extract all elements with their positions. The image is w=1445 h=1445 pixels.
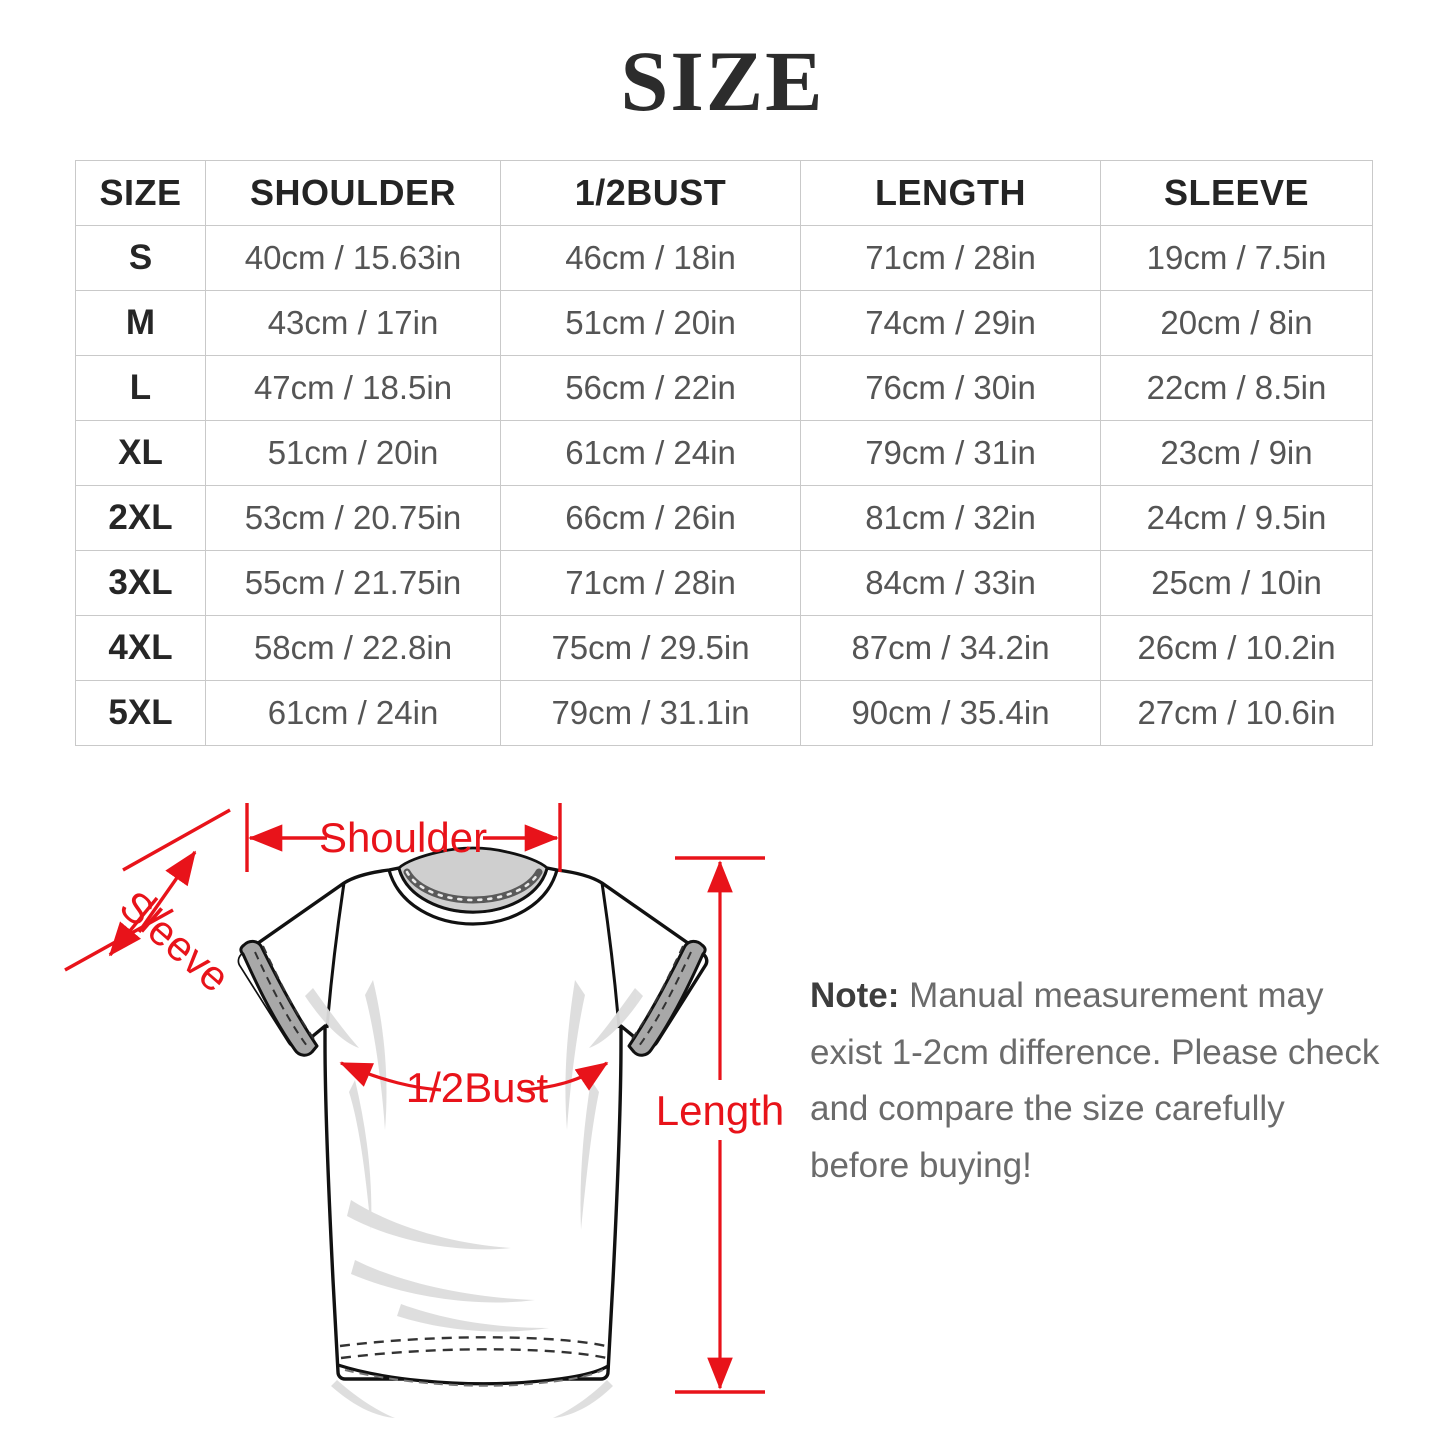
- cell-sleeve: 23cm / 9in: [1100, 420, 1373, 486]
- cell-size: S: [75, 225, 206, 291]
- tshirt-measurement-diagram: Shoulder Sleeve 1/2Bust Length: [55, 780, 815, 1420]
- note-text: Manual measurement may exist 1-2cm diffe…: [810, 976, 1380, 1186]
- annotation-label-shoulder: Shoulder: [319, 814, 487, 861]
- table-header-row: SIZE SHOULDER 1/2BUST LENGTH SLEEVE: [75, 160, 1373, 226]
- annotation-sleeve: Sleeve: [64, 808, 239, 1001]
- annotation-label-sleeve: Sleeve: [111, 881, 239, 1001]
- cell-bust: 75cm / 29.5in: [500, 615, 801, 681]
- table-row: 2XL 53cm / 20.75in 66cm / 26in 81cm / 32…: [75, 485, 1373, 551]
- cell-length: 79cm / 31in: [800, 420, 1101, 486]
- table-row: S 40cm / 15.63in 46cm / 18in 71cm / 28in…: [75, 225, 1373, 291]
- cell-sleeve: 25cm / 10in: [1100, 550, 1373, 616]
- cell-shoulder: 55cm / 21.75in: [205, 550, 501, 616]
- cell-length: 90cm / 35.4in: [800, 680, 1101, 746]
- cell-shoulder: 51cm / 20in: [205, 420, 501, 486]
- annotation-label-half-bust: 1/2Bust: [406, 1064, 549, 1111]
- table-row: 3XL 55cm / 21.75in 71cm / 28in 84cm / 33…: [75, 550, 1373, 616]
- size-chart-table: SIZE SHOULDER 1/2BUST LENGTH SLEEVE S 40…: [75, 160, 1373, 746]
- cell-size: 2XL: [75, 485, 206, 551]
- note-label: Note:: [810, 976, 900, 1015]
- column-header-bust: 1/2BUST: [500, 160, 801, 226]
- column-header-sleeve: SLEEVE: [1100, 160, 1373, 226]
- cell-bust: 46cm / 18in: [500, 225, 801, 291]
- cell-length: 74cm / 29in: [800, 290, 1101, 356]
- cell-length: 81cm / 32in: [800, 485, 1101, 551]
- cell-bust: 51cm / 20in: [500, 290, 801, 356]
- page-title: SIZE: [620, 33, 825, 129]
- cell-bust: 66cm / 26in: [500, 485, 801, 551]
- cell-length: 84cm / 33in: [800, 550, 1101, 616]
- annotation-half-bust: 1/2Bust: [339, 1061, 609, 1111]
- cell-sleeve: 24cm / 9.5in: [1100, 485, 1373, 551]
- cell-sleeve: 20cm / 8in: [1100, 290, 1373, 356]
- cell-size: 4XL: [75, 615, 206, 681]
- annotation-length: Length: [656, 856, 784, 1394]
- cell-size: L: [75, 355, 206, 421]
- column-header-size: SIZE: [75, 160, 206, 226]
- cell-length: 87cm / 34.2in: [800, 615, 1101, 681]
- table-row: 4XL 58cm / 22.8in 75cm / 29.5in 87cm / 3…: [75, 615, 1373, 681]
- cell-sleeve: 26cm / 10.2in: [1100, 615, 1373, 681]
- cell-bust: 79cm / 31.1in: [500, 680, 801, 746]
- cell-shoulder: 43cm / 17in: [205, 290, 501, 356]
- cell-size: M: [75, 290, 206, 356]
- cell-size: XL: [75, 420, 206, 486]
- cell-bust: 61cm / 24in: [500, 420, 801, 486]
- cell-shoulder: 61cm / 24in: [205, 680, 501, 746]
- cell-shoulder: 53cm / 20.75in: [205, 485, 501, 551]
- column-header-shoulder: SHOULDER: [205, 160, 501, 226]
- cell-size: 3XL: [75, 550, 206, 616]
- column-header-length: LENGTH: [800, 160, 1101, 226]
- cell-length: 76cm / 30in: [800, 355, 1101, 421]
- cell-shoulder: 47cm / 18.5in: [205, 355, 501, 421]
- cell-sleeve: 27cm / 10.6in: [1100, 680, 1373, 746]
- cell-shoulder: 58cm / 22.8in: [205, 615, 501, 681]
- cell-size: 5XL: [75, 680, 206, 746]
- table-row: XL 51cm / 20in 61cm / 24in 79cm / 31in 2…: [75, 420, 1373, 486]
- table-row: 5XL 61cm / 24in 79cm / 31.1in 90cm / 35.…: [75, 680, 1373, 746]
- tshirt-illustration: [237, 846, 709, 1418]
- cell-shoulder: 40cm / 15.63in: [205, 225, 501, 291]
- annotation-label-length: Length: [656, 1087, 784, 1134]
- cell-length: 71cm / 28in: [800, 225, 1101, 291]
- cell-sleeve: 19cm / 7.5in: [1100, 225, 1373, 291]
- table-row: L 47cm / 18.5in 56cm / 22in 76cm / 30in …: [75, 355, 1373, 421]
- cell-sleeve: 22cm / 8.5in: [1100, 355, 1373, 421]
- table-row: M 43cm / 17in 51cm / 20in 74cm / 29in 20…: [75, 290, 1373, 356]
- cell-bust: 71cm / 28in: [500, 550, 801, 616]
- annotation-shoulder: Shoulder: [245, 803, 562, 872]
- measurement-note: Note: Manual measurement may exist 1-2cm…: [810, 968, 1390, 1195]
- cell-bust: 56cm / 22in: [500, 355, 801, 421]
